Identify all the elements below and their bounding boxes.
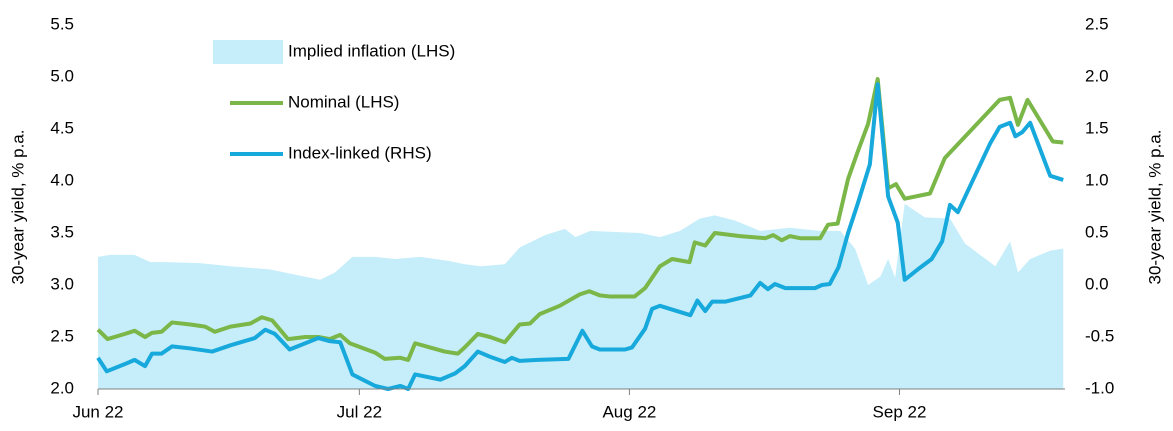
x-tick-label: Sep 22 [873, 402, 927, 421]
y-tick-label: 5.0 [50, 66, 74, 85]
y-axis-label: 30-year yield, % p.a. [8, 130, 27, 285]
y2-axis-label: 30-year yield, % p.a. [1145, 130, 1164, 285]
legend-label: Index-linked (RHS) [288, 143, 432, 162]
y2-tick-label: 1.5 [1085, 118, 1109, 137]
legend-swatch [213, 40, 283, 64]
line [96, 82, 1064, 391]
y-tick-label: 4.5 [50, 118, 74, 137]
y-tick-label: 3.0 [50, 274, 74, 293]
y-tick-label: 2.5 [50, 326, 74, 345]
legend-label: Implied inflation (LHS) [288, 41, 455, 60]
y2-tick-label: 0.0 [1085, 274, 1109, 293]
y2-tick-label: -0.5 [1085, 326, 1114, 345]
x-tick-label: Jun 22 [72, 402, 123, 421]
y2-tick-label: 0.5 [1085, 222, 1109, 241]
y-tick-label: 3.5 [50, 222, 74, 241]
area [98, 203, 1064, 389]
y-tick-label: 5.5 [50, 14, 74, 33]
line [96, 77, 1064, 362]
y2-tick-label: 1.0 [1085, 170, 1109, 189]
y2-tick-label: 2.0 [1085, 66, 1109, 85]
y2-tick-label: -1.0 [1085, 378, 1114, 397]
legend-label: Nominal (LHS) [288, 92, 399, 111]
y-tick-label: 4.0 [50, 170, 74, 189]
y-tick-label: 2.0 [50, 378, 74, 397]
x-tick-label: Jul 22 [337, 402, 382, 421]
x-tick-label: Aug 22 [602, 402, 656, 421]
y2-tick-label: 2.5 [1085, 14, 1109, 33]
